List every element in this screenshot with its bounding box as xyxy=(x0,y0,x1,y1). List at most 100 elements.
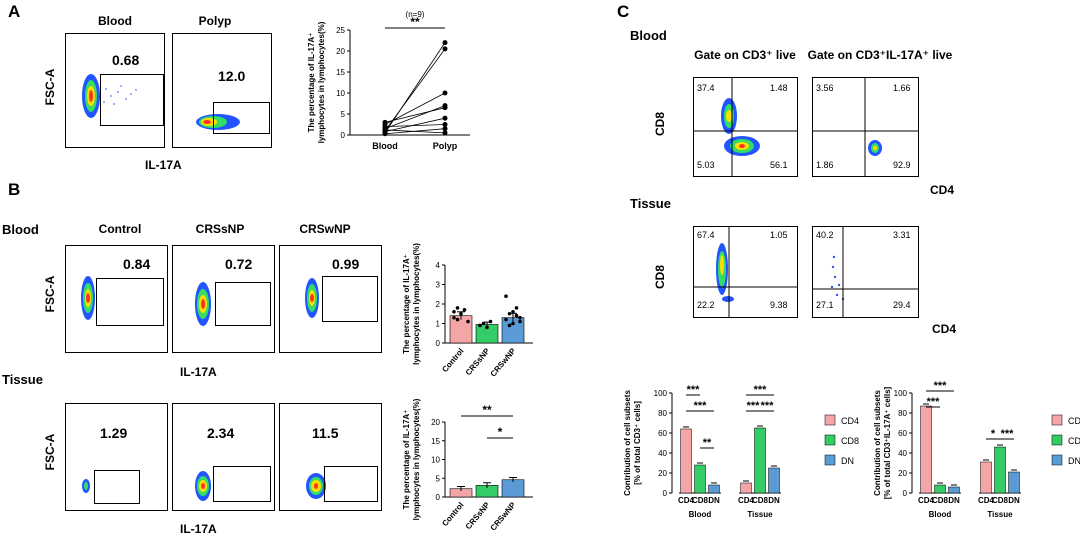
panel-b-blood-yaxis: FSC-A xyxy=(43,275,57,313)
chartC1-legend-swatch xyxy=(824,414,836,426)
flow-plot-b-blood-control xyxy=(65,245,168,353)
chart-a-title: (n=9) xyxy=(406,10,425,19)
chartC2-ylabel: Contribution of cell subsets[% of total … xyxy=(873,386,892,499)
chart-a-paired: The percentage of IL-17A⁺lymphocytes in … xyxy=(307,10,470,151)
chart-a-point xyxy=(442,90,448,96)
quad-c-tissue-cd3-br: 9.38 xyxy=(770,300,788,310)
chart-a-pair-line xyxy=(384,129,446,134)
chartC2-sig-label: *** xyxy=(1001,428,1015,440)
chart-a-ytick-label: 5 xyxy=(341,110,346,119)
panel-b-title-control: Control xyxy=(98,222,142,236)
chartC2-sig-label: *** xyxy=(927,396,941,408)
chart-a-pair-line xyxy=(384,105,446,130)
chartC2-bar xyxy=(948,486,960,494)
quad-c-tissue-cd3-bl: 22.2 xyxy=(697,300,715,310)
flow-value-b-blood-control: 0.84 xyxy=(123,256,151,272)
panel-a-title-polyp: Polyp xyxy=(198,14,232,28)
chartBb-ytick-label: 4 xyxy=(436,261,441,270)
quad-plot-c-blood-il17 xyxy=(812,77,919,177)
chartC1-ytick-label: 20 xyxy=(658,469,667,478)
flow-plot-a-blood xyxy=(65,33,165,148)
chartC2-legend-swatch xyxy=(1051,454,1063,466)
chartBb-point xyxy=(452,310,456,314)
flow-plot-b-tissue-control xyxy=(65,403,168,511)
quad-plot-c-tissue-cd3 xyxy=(693,226,798,318)
chart-a-point xyxy=(382,127,388,133)
panel-b-tissue-yaxis: FSC-A xyxy=(43,433,57,471)
quad-c-blood-cd3-tr: 1.48 xyxy=(770,83,788,93)
chart-a-point xyxy=(382,119,388,125)
chartBb-point xyxy=(452,315,456,320)
chartC2-legend-swatch xyxy=(1051,434,1063,446)
chartC1-sig-label: *** xyxy=(754,384,768,396)
chartBb-ytick-label: 0 xyxy=(436,339,441,348)
panel-a-xaxis: IL-17A xyxy=(145,158,182,172)
chartC2-ytick-label: 0 xyxy=(903,489,908,498)
chartBt-ytick-label: 20 xyxy=(431,418,440,427)
chartC1-bar xyxy=(694,464,706,494)
flow-value-b-blood-crssnp: 0.72 xyxy=(225,256,253,272)
chart-a-point xyxy=(382,131,388,137)
quad-c-tissue-il17-tr: 3.31 xyxy=(893,230,911,240)
flow-value-b-tissue-crswnp: 11.5 xyxy=(312,425,339,441)
panel-b-letter: B xyxy=(8,180,21,199)
chartBb-point xyxy=(518,319,522,324)
chartC2-bar xyxy=(934,484,946,494)
flow-value-a-blood: 0.68 xyxy=(112,52,140,68)
panel-b-blood-xaxis: IL-17A xyxy=(180,365,217,379)
chartBt-ytick-label: 0 xyxy=(436,493,441,502)
chartC2-ytick-label: 80 xyxy=(898,409,907,418)
chartBb-xtick-label: CRSwNP xyxy=(489,346,518,379)
chartBb-ytick-label: 3 xyxy=(436,281,441,290)
chartC2-xtick-label: CD8 xyxy=(932,496,949,505)
panel-c-blood-xaxis: CD4 xyxy=(930,183,955,197)
chartC1-legend-label: CD8 xyxy=(841,436,859,446)
panel-b-row-tissue: Tissue xyxy=(2,372,43,387)
chart-c-il17: Contribution of cell subsets[% of total … xyxy=(873,380,1080,519)
chart-a-pair-line xyxy=(384,107,446,123)
chartC1-xtick-label: CD4 xyxy=(738,496,755,505)
chartC2-xtick-label: CD4 xyxy=(978,496,995,505)
chartC1-xtick-label: CD8 xyxy=(692,496,709,505)
chart-b-blood: The percentage of IL-17A⁺lymphocytes in … xyxy=(402,243,533,379)
chartC2-legend-swatch xyxy=(1051,414,1063,426)
flow-value-b-tissue-crssnp: 2.34 xyxy=(207,425,235,441)
chart-a-pair-line xyxy=(384,117,446,133)
quad-c-blood-cd3-tl: 37.4 xyxy=(697,83,715,93)
chart-a-point xyxy=(442,122,448,127)
chartBt-ytick-label: 15 xyxy=(431,437,440,446)
chartC2-legend-label: CD4 xyxy=(1068,416,1080,426)
chartBb-point xyxy=(485,325,489,330)
flow-plot-b-blood-crssnp xyxy=(172,245,275,353)
quad-c-tissue-il17-bl: 27.1 xyxy=(816,300,834,310)
chartBb-point xyxy=(455,306,460,310)
chartC1-ytick-label: 60 xyxy=(658,429,667,438)
chartBb-point xyxy=(511,321,515,326)
chartC2-ytick-label: 20 xyxy=(898,469,907,478)
chartBb-point xyxy=(514,313,519,318)
quad-c-tissue-cd3-tr: 1.05 xyxy=(770,230,788,240)
chartC2-bar xyxy=(994,446,1006,494)
flow-plot-a-polyp xyxy=(172,33,272,148)
chart-b-tissue: The percentage of IL-17A⁺lymphocytes in … xyxy=(402,398,533,533)
chartBt-ytick-label: 10 xyxy=(431,456,440,465)
quad-plot-c-tissue-il17 xyxy=(812,226,919,318)
chart-a-sig-label: ** xyxy=(410,15,420,29)
quad-c-tissue-cd3-tl: 67.4 xyxy=(697,230,715,240)
flow-plot-b-blood-crswnp xyxy=(279,245,382,353)
panel-a-yaxis: FSC-A xyxy=(43,68,57,106)
chartBb-ylabel: The percentage of IL-17A⁺lymphocytes in … xyxy=(402,243,421,365)
chartC1-ytick-label: 40 xyxy=(658,449,667,458)
chartBb-point xyxy=(478,323,482,328)
chart-a-pair-line xyxy=(384,92,446,125)
chartC1-bar xyxy=(754,427,766,494)
chartBb-point xyxy=(507,311,512,316)
flow-value-a-polyp: 12.0 xyxy=(218,68,246,84)
panel-c-tissue-yaxis: CD8 xyxy=(653,265,667,290)
chartC1-ytick-label: 0 xyxy=(663,489,668,498)
flow-value-b-blood-crswnp: 0.99 xyxy=(332,256,360,272)
chartBb-ytick-label: 2 xyxy=(436,300,441,309)
chartBb-point xyxy=(504,317,508,322)
chartC2-legend-label: DN xyxy=(1068,456,1080,466)
chartC2-xtick-label: CD4 xyxy=(918,496,935,505)
